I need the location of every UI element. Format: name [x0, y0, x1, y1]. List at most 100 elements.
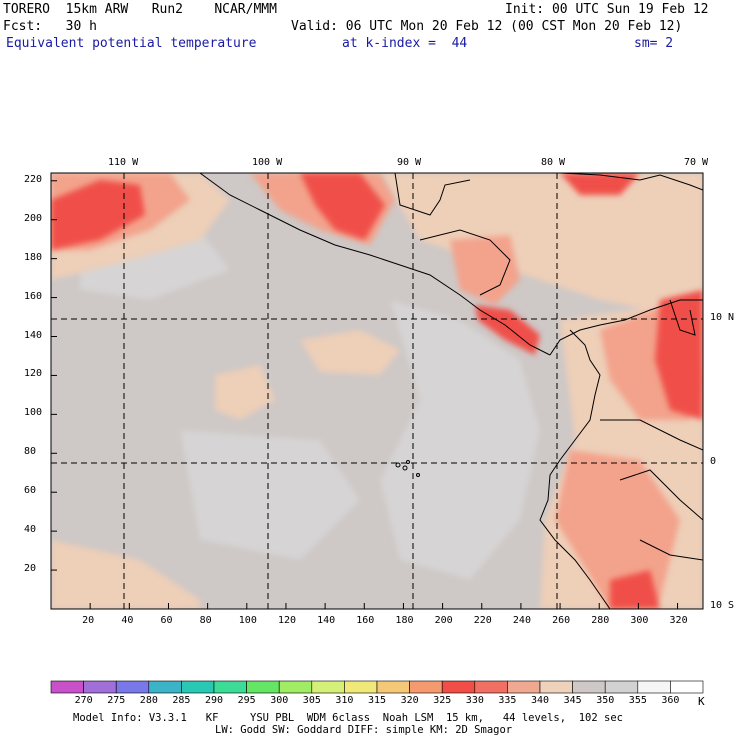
map-frame [50, 172, 704, 610]
x-tick-label: 80 [199, 615, 212, 626]
x-tick-label: 300 [630, 615, 649, 626]
x-tick-label: 160 [356, 615, 375, 626]
colorbar-label: 310 [335, 695, 354, 706]
colorbar-swatch [572, 680, 606, 694]
warm-patch-2 [215, 365, 275, 420]
y-tick-label: 140 [24, 329, 43, 341]
colorbar-swatch [344, 680, 378, 694]
colorbar-swatch [604, 680, 639, 694]
red-core-east [655, 290, 703, 420]
colorbar-label: 355 [628, 695, 647, 706]
y-tick-label: 160 [24, 290, 43, 302]
field-name: Equivalent potential temperature [6, 36, 257, 51]
x-tick-label: 280 [591, 615, 610, 626]
lat-label: 0 [710, 456, 717, 467]
colorbar-unit: K [698, 695, 705, 708]
galapagos-island-2 [402, 465, 408, 471]
red-core-nw [51, 180, 145, 250]
colorbar-label: 350 [596, 695, 615, 706]
coastline-maracaibo [669, 299, 696, 336]
coastline-caribbean [549, 299, 703, 356]
coastline-south-america [539, 329, 611, 609]
x-tick-label: 220 [473, 615, 492, 626]
colorbar-label: 280 [139, 695, 158, 706]
lon-label: 110 W [108, 157, 139, 168]
warm-patch-sw [51, 540, 200, 609]
lon-label: 90 W [397, 157, 422, 168]
lon-label: 70 W [684, 157, 709, 168]
x-tick-label: 40 [121, 615, 134, 626]
x-tick-label: 20 [82, 615, 95, 626]
colorbar-swatch [246, 680, 280, 694]
gray-band-east [380, 300, 540, 580]
colorbar-label: 340 [531, 695, 550, 706]
colorbar-label: 325 [433, 695, 452, 706]
colorbar-label: 345 [563, 695, 582, 706]
lon-label: 80 W [541, 157, 566, 168]
y-tick-label: 40 [24, 524, 37, 536]
colorbar-label: 335 [498, 695, 517, 706]
colorbar-swatch [376, 680, 410, 694]
colorbar-swatch [474, 680, 508, 694]
y-tick-label: 180 [24, 251, 43, 263]
red-core-mexico [300, 173, 385, 240]
galapagos-island-3 [406, 460, 410, 464]
colorbar-label: 305 [302, 695, 321, 706]
colorbar-swatch [507, 680, 541, 694]
y-tick-label: 220 [24, 173, 43, 185]
level-info: at k-index = 44 [342, 36, 468, 51]
colorbar-label: 300 [270, 695, 289, 706]
colorbar-label: 275 [107, 695, 126, 706]
coastline-pacific [199, 173, 551, 356]
border-bolivia [639, 539, 703, 561]
model-info: Model Info: V3.3.1 KF YSU PBL WDM 6class… [73, 712, 623, 724]
colorbar-swatch [278, 680, 313, 694]
y-tick-label: 120 [24, 368, 43, 380]
y-tick-label: 200 [24, 212, 43, 224]
colorbar-swatch [311, 680, 345, 694]
colorbar-label: 320 [400, 695, 419, 706]
x-tick-label: 120 [277, 615, 297, 626]
x-tick-label: 140 [317, 615, 336, 626]
red-core-costa-rica [475, 305, 540, 355]
x-tick-label: 260 [552, 615, 571, 626]
theta-e-field [51, 173, 703, 609]
model-title: TORERO 15km ARW Run2 NCAR/MMM [3, 2, 277, 17]
y-tick-label: 20 [24, 563, 37, 575]
colorbar-swatch [637, 680, 671, 694]
colorbar [50, 680, 704, 694]
red-core-south [610, 570, 660, 609]
forecast-hour: Fcst: 30 h [3, 19, 97, 34]
colorbar-swatch [409, 680, 443, 694]
colorbar-label: 330 [465, 695, 484, 706]
smoothing-info: sm= 2 [634, 36, 674, 51]
warm-central-america [380, 173, 703, 320]
coastline-islands [559, 173, 703, 191]
graticule [51, 173, 703, 609]
colorbar-swatch [83, 680, 117, 694]
border-central-america [419, 229, 511, 296]
colorbar-swatch [539, 680, 573, 694]
x-tick-label: 180 [395, 615, 414, 626]
colorbar-swatch [148, 680, 182, 694]
colorbar-label: 360 [661, 695, 680, 706]
galapagos-island-4 [416, 473, 420, 477]
x-tick-label: 60 [160, 615, 173, 626]
x-tick-label: 320 [669, 615, 688, 626]
x-tick-label: 200 [434, 615, 453, 626]
physics-info: LW: Godd SW: Goddard DIFF: simple KM: 2D… [215, 724, 513, 736]
colorbar-swatch [441, 680, 476, 694]
galapagos-island-1 [395, 462, 401, 468]
lat-label: 10 N [710, 312, 735, 323]
colorbar-swatch [670, 680, 704, 694]
colorbar-label: 295 [237, 695, 256, 706]
warm-patch-1 [300, 330, 400, 375]
colorbar-label: 270 [74, 695, 93, 706]
coastline-yucatan [394, 173, 471, 216]
y-tick-label: 100 [24, 407, 43, 419]
lat-label: 10 S [710, 600, 735, 611]
init-time: Init: 00 UTC Sun 19 Feb 12 [505, 2, 709, 17]
salmon-peru [555, 450, 680, 609]
lon-label: 100 W [252, 157, 283, 168]
